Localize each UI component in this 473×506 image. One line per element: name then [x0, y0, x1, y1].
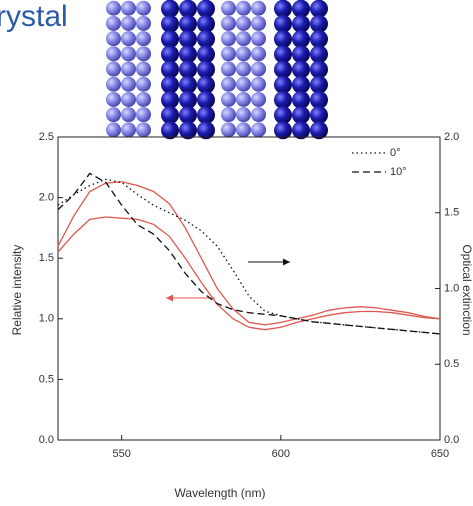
sphere: [121, 46, 136, 61]
y-axis-label: Relative intensity: [10, 245, 24, 336]
sphere: [221, 122, 236, 137]
sphere: [221, 62, 236, 77]
sphere: [236, 31, 251, 46]
y-tick-label: 0.0: [39, 434, 54, 446]
sphere: [251, 62, 266, 77]
sphere: [136, 16, 151, 31]
sphere: [251, 92, 266, 107]
sphere: [221, 107, 236, 122]
sphere: [106, 31, 121, 46]
sphere: [221, 1, 236, 16]
sphere: [236, 77, 251, 92]
y2-tick-label: 2.0: [444, 131, 459, 143]
sphere: [106, 1, 121, 16]
sphere: [106, 122, 121, 137]
series-line: [58, 179, 440, 334]
sphere-image: [100, 0, 337, 140]
x-tick-label: 650: [431, 448, 449, 460]
sphere: [251, 77, 266, 92]
sphere: [106, 16, 121, 31]
chart-title: rystal: [0, 0, 68, 33]
sphere: [221, 92, 236, 107]
y-tick-label: 2.0: [39, 192, 54, 204]
y2-tick-label: 1.5: [444, 207, 459, 219]
series-line: [58, 173, 440, 334]
sphere: [121, 1, 136, 16]
sphere: [136, 92, 151, 107]
chart: rystal Wavelength (nm) Relative intensit…: [0, 0, 473, 506]
x-tick-label: 550: [112, 448, 130, 460]
sphere: [221, 77, 236, 92]
sphere: [221, 46, 236, 61]
sphere: [236, 62, 251, 77]
sphere: [236, 92, 251, 107]
sphere: [136, 31, 151, 46]
sphere: [221, 31, 236, 46]
series-line: [58, 182, 440, 325]
sphere: [121, 31, 136, 46]
sphere: [136, 1, 151, 16]
sphere: [121, 62, 136, 77]
sphere: [236, 16, 251, 31]
y-tick-label: 1.5: [39, 252, 54, 264]
sphere: [121, 16, 136, 31]
sphere: [121, 77, 136, 92]
y2-tick-label: 0.0: [444, 434, 459, 446]
sphere: [236, 122, 251, 137]
y-tick-label: 2.5: [39, 131, 54, 143]
y-tick-label: 1.0: [39, 313, 54, 325]
sphere: [251, 46, 266, 61]
sphere: [106, 62, 121, 77]
sphere: [136, 107, 151, 122]
sphere: [121, 122, 136, 137]
sphere: [136, 46, 151, 61]
sphere: [251, 122, 266, 137]
y2-tick-label: 0.5: [444, 358, 459, 370]
sphere: [236, 1, 251, 16]
y2-axis-label: Optical extinction: [460, 244, 473, 335]
sphere: [221, 16, 236, 31]
sphere: [106, 77, 121, 92]
y-tick-label: 0.5: [39, 373, 54, 385]
sphere: [136, 122, 151, 137]
sphere: [121, 107, 136, 122]
sphere: [106, 92, 121, 107]
sphere: [106, 46, 121, 61]
x-axis-label: Wavelength (nm): [175, 486, 266, 500]
y2-tick-label: 1.0: [444, 282, 459, 294]
sphere: [236, 46, 251, 61]
sphere: [106, 107, 121, 122]
legend-label: 0°: [390, 147, 401, 159]
sphere: [251, 31, 266, 46]
sphere: [136, 77, 151, 92]
sphere: [251, 16, 266, 31]
sphere: [251, 1, 266, 16]
sphere: [236, 107, 251, 122]
sphere: [136, 62, 151, 77]
legend-label: 10°: [390, 166, 407, 178]
sphere: [251, 107, 266, 122]
x-tick-label: 600: [272, 448, 290, 460]
sphere: [121, 92, 136, 107]
